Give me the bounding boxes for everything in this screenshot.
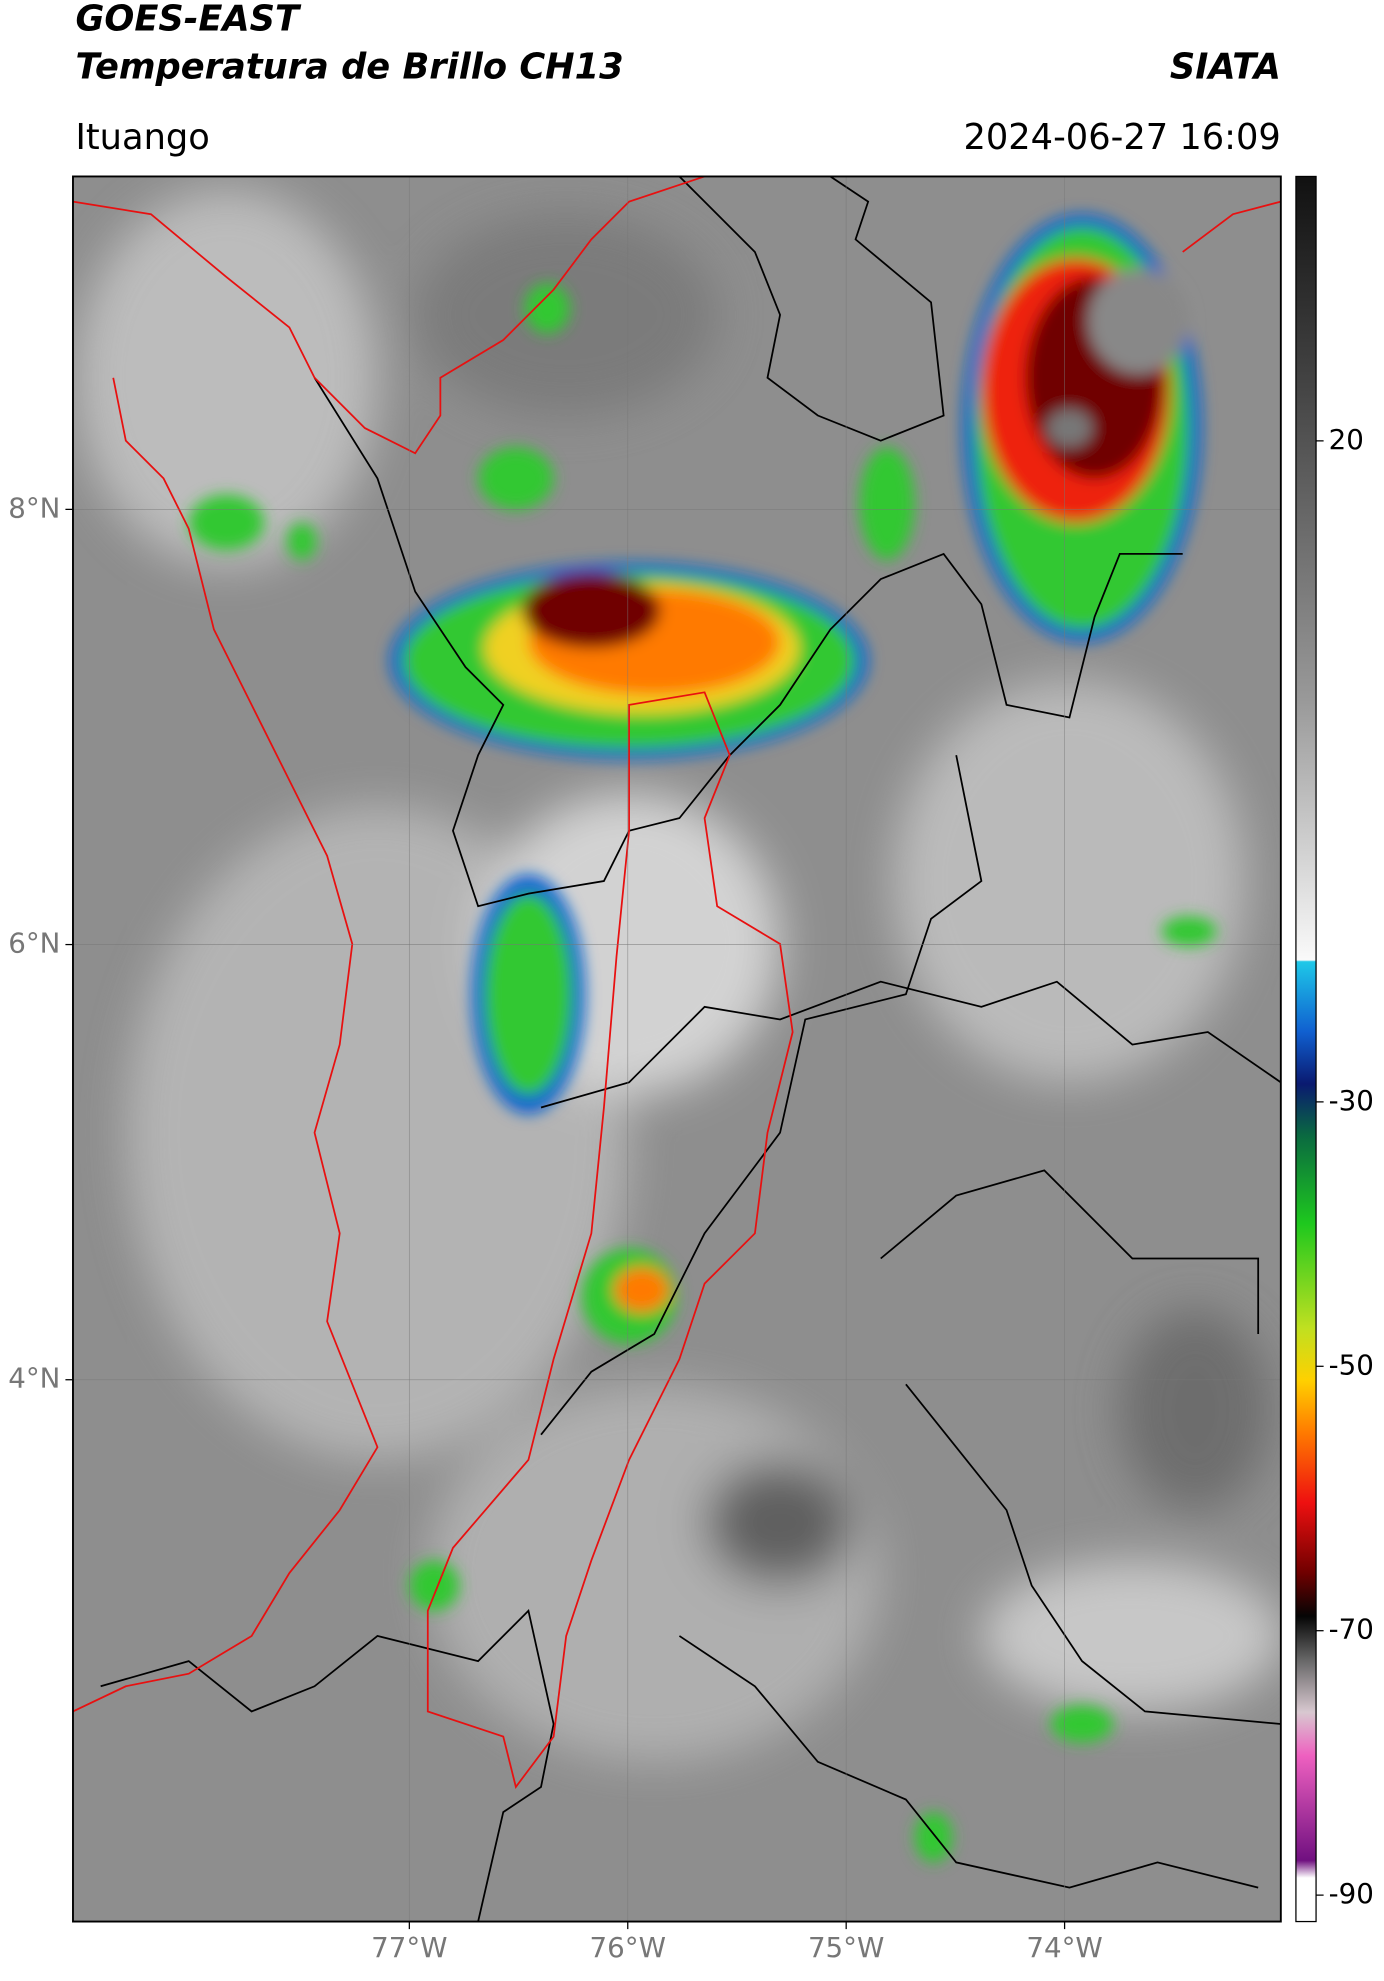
subtitle: Temperatura de Brillo CH13 [75, 46, 623, 87]
x-tick-label: 77°W [371, 1931, 447, 1964]
x-tick-label: 75°W [808, 1931, 884, 1964]
colorbar-label: -70 [1329, 1613, 1374, 1646]
map-frame [72, 175, 1282, 1923]
colorbar [1295, 175, 1317, 1923]
x-tick-label: 76°W [590, 1931, 666, 1964]
org: SIATA [1170, 46, 1281, 87]
title: GOES-EAST [75, 0, 302, 40]
region: Ituango [75, 117, 209, 158]
y-tick-label: 6°N [8, 927, 60, 960]
datetime: 2024-06-27 16:09 [963, 117, 1280, 158]
colorbar-label: -30 [1329, 1084, 1374, 1117]
colorbar-label: -50 [1329, 1348, 1374, 1381]
y-tick-label: 8°N [8, 491, 60, 524]
x-tick-label: 74°W [1026, 1931, 1102, 1964]
y-tick-label: 4°N [8, 1362, 60, 1395]
colorbar-label: 20 [1329, 423, 1364, 456]
satellite-image [72, 176, 1281, 1922]
colorbar-label: -90 [1329, 1877, 1374, 1910]
